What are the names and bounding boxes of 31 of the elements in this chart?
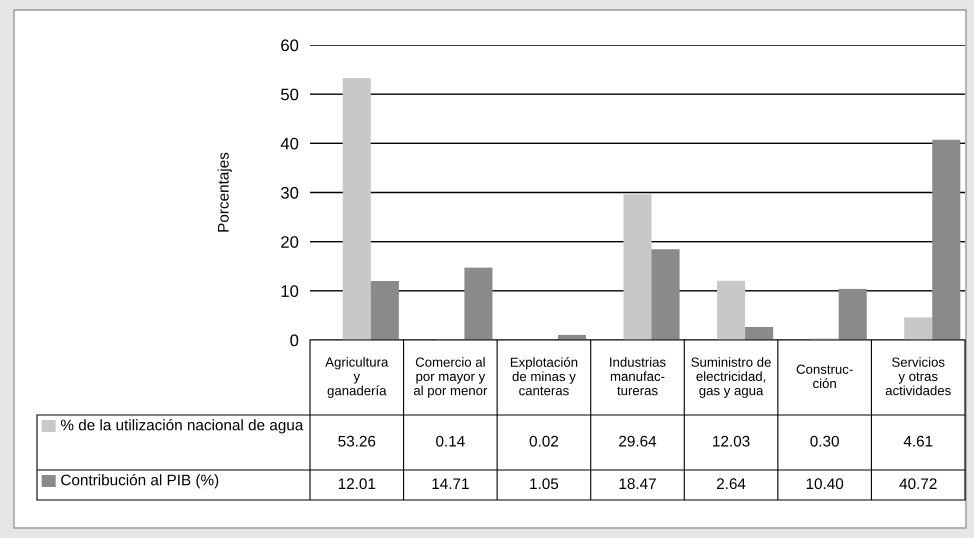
data-label: 0.30: [810, 436, 839, 447]
legend-label: % de la utilización nacional de agua: [60, 419, 304, 434]
data-label: 0.02: [530, 436, 558, 447]
data-label: 0.14: [436, 436, 465, 447]
data-label: 1.05: [530, 478, 558, 490]
y-tick-label: 10: [282, 285, 298, 298]
x-tick-label: Construc- ción: [796, 364, 853, 388]
data-label: 18.47: [620, 478, 656, 490]
data-label: 2.64: [716, 478, 746, 490]
data-label: 14.71: [432, 478, 469, 489]
x-tick-label: Comercio al por mayor y al por menor: [414, 357, 488, 398]
data-label: 12.01: [338, 478, 376, 490]
y-tick-label: 40: [280, 138, 298, 150]
y-axis-title: Porcentajes: [218, 152, 232, 232]
x-tick-label: Suministro de electricidad, gas y agua: [691, 357, 771, 398]
legend-label: Contribución al PIB (%): [61, 474, 218, 488]
y-tick-label: 60: [281, 39, 298, 52]
x-tick-label: Explotación de minas y canteras: [510, 357, 578, 396]
y-tick-label: 0: [290, 334, 298, 346]
y-tick-label: 20: [281, 236, 298, 248]
x-tick-label: Industrias manufac- tureras: [610, 357, 666, 396]
data-label: 29.64: [619, 436, 656, 447]
x-tick-label: Servicios y otras actividades: [886, 357, 951, 396]
data-label: 53.26: [338, 436, 376, 447]
y-tick-label: 50: [281, 88, 298, 100]
x-tick-label: Agricultura y ganadería: [325, 357, 388, 398]
data-label: 12.03: [713, 436, 750, 447]
y-tick-label: 30: [280, 186, 298, 199]
data-label: 40.72: [899, 478, 937, 490]
data-label: 10.40: [806, 478, 844, 490]
data-label: 4.61: [904, 436, 932, 447]
